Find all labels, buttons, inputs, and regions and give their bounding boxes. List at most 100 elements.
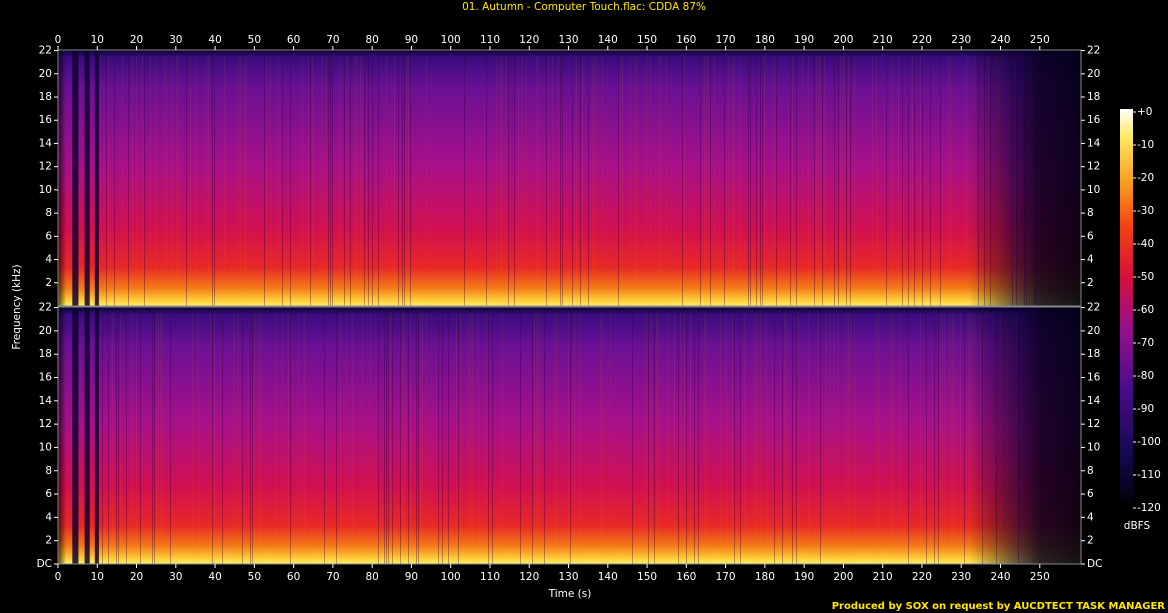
x-tick-label: 190 xyxy=(794,571,814,583)
colorbar-tick-label: -40 xyxy=(1137,238,1154,250)
fade-overlay xyxy=(58,307,1081,564)
x-tick-label: 190 xyxy=(794,34,814,46)
y-tick-label: 22 xyxy=(39,302,52,314)
x-tick-label: 80 xyxy=(365,34,378,46)
x-tick-label: 140 xyxy=(598,571,618,583)
colorbar-tick-label: -10 xyxy=(1137,139,1154,151)
colorbar-tick-label: -50 xyxy=(1137,271,1154,283)
x-tick-label: 180 xyxy=(755,571,775,583)
x-tick-label: 0 xyxy=(55,571,62,583)
x-tick-label: 40 xyxy=(208,34,221,46)
x-tick-label: 150 xyxy=(637,34,657,46)
x-tick-label: 150 xyxy=(637,571,657,583)
y-tick-label: 16 xyxy=(1087,372,1101,384)
colorbar-tick-label: -70 xyxy=(1137,337,1154,349)
y-tick-label: 14 xyxy=(39,137,53,149)
x-tick-label: 110 xyxy=(480,34,500,46)
y-tick-label: 16 xyxy=(1087,114,1101,126)
x-tick-label: 170 xyxy=(716,34,736,46)
x-tick-label: 30 xyxy=(169,571,182,583)
x-tick-label: 90 xyxy=(405,34,418,46)
x-tick-label: 230 xyxy=(951,34,971,46)
y-tick-label: 8 xyxy=(45,207,52,219)
x-tick-label: 250 xyxy=(1030,34,1050,46)
y-tick-label: 10 xyxy=(1087,441,1100,453)
y-tick-label: 20 xyxy=(39,68,52,80)
x-tick-label: 110 xyxy=(480,571,500,583)
colorbar-tick-label: -30 xyxy=(1137,205,1154,217)
x-tick-label: 50 xyxy=(248,571,261,583)
colorbar-tick-label: -100 xyxy=(1137,436,1161,448)
y-tick-label: 22 xyxy=(39,45,52,57)
y-tick-label: 12 xyxy=(39,161,52,173)
y-tick-label: 18 xyxy=(39,91,52,103)
x-tick-label: 160 xyxy=(676,34,696,46)
y-tick-label: 10 xyxy=(39,184,52,196)
x-tick-label: 60 xyxy=(287,34,300,46)
footer: Produced by SOX on request by AUCDTECT T… xyxy=(832,601,1166,612)
y-tick-label: 4 xyxy=(45,254,52,266)
x-tick-label: 40 xyxy=(208,571,221,583)
y-tick-label: 12 xyxy=(1087,161,1100,173)
x-tick-label: 210 xyxy=(873,571,893,583)
y-tick-label: 12 xyxy=(1087,418,1100,430)
x-tick-label: 100 xyxy=(441,571,461,583)
y-tick-label: 2 xyxy=(1087,277,1094,289)
y-tick-label: 18 xyxy=(1087,348,1100,360)
y-tick-label: 10 xyxy=(39,441,52,453)
x-tick-label: 0 xyxy=(55,34,62,46)
colorbar-label: dBFS xyxy=(1124,520,1151,532)
y-tick-label: 2 xyxy=(45,277,52,289)
x-tick-label: 180 xyxy=(755,34,775,46)
y-tick-label: 18 xyxy=(1087,91,1100,103)
x-axis-label: Time (s) xyxy=(548,588,592,600)
y-tick-label: 14 xyxy=(1087,137,1101,149)
x-tick-label: 210 xyxy=(873,34,893,46)
x-tick-label: 220 xyxy=(912,34,932,46)
y-tick-label: 22 xyxy=(1087,302,1100,314)
colorbar-tick-label: -110 xyxy=(1137,469,1161,481)
y-tick-label: DC xyxy=(37,558,52,570)
fade-overlay xyxy=(58,50,1081,306)
x-tick-label: 120 xyxy=(519,571,539,583)
y-tick-label: 6 xyxy=(45,488,52,500)
y-tick-label: 6 xyxy=(45,230,52,242)
x-tick-label: 10 xyxy=(91,571,104,583)
x-tick-label: 120 xyxy=(519,34,539,46)
colorbar-tick-label: -20 xyxy=(1137,172,1154,184)
x-tick-label: 140 xyxy=(598,34,618,46)
y-tick-label: 20 xyxy=(1087,68,1100,80)
y-tick-label: 14 xyxy=(39,395,53,407)
x-tick-label: 130 xyxy=(558,34,578,46)
x-tick-label: 10 xyxy=(91,34,104,46)
y-tick-label: 22 xyxy=(1087,45,1100,57)
x-tick-label: 50 xyxy=(248,34,261,46)
colorbar-tick-label: -120 xyxy=(1137,502,1161,514)
y-tick-label: 8 xyxy=(1087,207,1094,219)
x-tick-label: 200 xyxy=(833,571,853,583)
y-tick-label: 8 xyxy=(1087,465,1094,477)
y-tick-label: 16 xyxy=(39,372,53,384)
colorbar-tick-label: -60 xyxy=(1137,304,1154,316)
y-tick-label: 4 xyxy=(45,511,52,523)
y-tick-label: 12 xyxy=(39,418,52,430)
x-tick-label: 90 xyxy=(405,571,418,583)
x-tick-label: 160 xyxy=(676,571,696,583)
x-tick-label: 30 xyxy=(169,34,182,46)
y-tick-label: 2 xyxy=(1087,535,1094,547)
x-tick-label: 70 xyxy=(326,34,339,46)
x-tick-label: 230 xyxy=(951,571,971,583)
colorbar-tick-label: -90 xyxy=(1137,403,1154,415)
y-tick-label: 10 xyxy=(1087,184,1100,196)
y-tick-label: 4 xyxy=(1087,254,1094,266)
x-tick-label: 60 xyxy=(287,571,300,583)
y-tick-label: 20 xyxy=(39,325,52,337)
colorbar-tick-label: +0 xyxy=(1137,106,1152,118)
y-tick-label: 16 xyxy=(39,114,53,126)
y-tick-label: 6 xyxy=(1087,230,1094,242)
x-tick-label: 240 xyxy=(990,571,1010,583)
x-tick-label: 20 xyxy=(130,571,143,583)
x-tick-label: 80 xyxy=(365,571,378,583)
colorbar xyxy=(1120,109,1133,508)
x-tick-label: 250 xyxy=(1030,571,1050,583)
